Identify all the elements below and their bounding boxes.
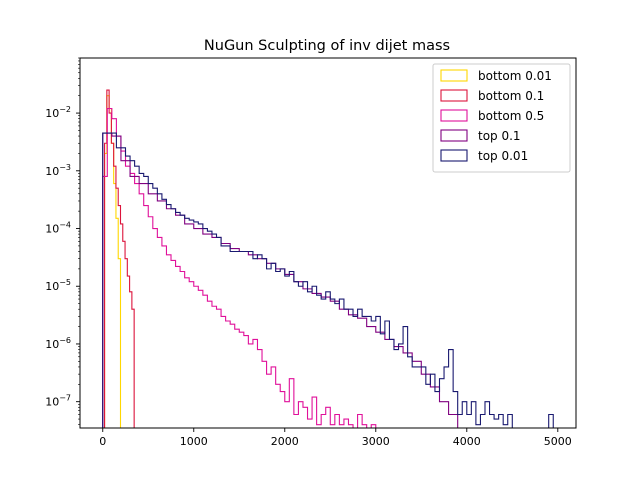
y-tick-base: 10 [45,396,59,409]
axes-layer: 0 1000 2000 3000 4000 500010−710−610−510−410−… [45,57,577,448]
series-line-bottom-0-5 [102,107,377,428]
x-tick-label: 4000 [453,435,481,448]
y-tick-exponent: −5 [59,278,71,287]
x-tick-label: 5000 [544,435,572,448]
y-tick-exponent: −3 [59,163,71,172]
x-tick-label: 2000 [271,435,299,448]
y-tick-exponent: −4 [59,221,71,230]
y-tick-exponent: −2 [59,105,71,114]
legend-swatch [440,109,468,122]
y-tick-label: 10−6 [45,336,71,351]
plot-frame [79,57,577,429]
legend-swatch [440,69,468,82]
y-tick-label: 10−7 [45,394,71,409]
y-tick-base: 10 [45,223,59,236]
y-tick-base: 10 [45,338,59,351]
y-tick-base: 10 [45,107,59,120]
x-tick-label: 3000 [362,435,390,448]
y-tick-label: 10−2 [45,105,71,120]
legend-label: top 0.01 [478,149,528,163]
legend-swatch [440,129,468,142]
legend-label: bottom 0.1 [478,89,544,103]
legend-label: bottom 0.01 [478,69,552,83]
x-tick-label: 0 [99,435,106,448]
series-layer [102,89,554,428]
legend-swatch [440,149,468,162]
series-line-bottom-0-1 [104,89,135,428]
y-tick-exponent: −7 [59,394,71,403]
y-tick-base: 10 [45,165,59,178]
y-tick-label: 10−4 [45,221,71,236]
series-line-top-0-01 [102,132,554,428]
legend: bottom 0.01 bottom 0.1 bottom 0.5 top 0.1 to… [432,63,571,173]
legend-label: top 0.1 [478,129,521,143]
x-tick-label: 1000 [180,435,208,448]
legend-label: bottom 0.5 [478,109,544,123]
y-tick-base: 10 [45,280,59,293]
y-tick-label: 10−3 [45,163,71,178]
chart-title: NuGun Sculpting of inv dijet mass [204,38,450,54]
legend-swatch [440,89,468,102]
y-tick-exponent: −6 [59,336,71,345]
y-tick-label: 10−5 [45,278,71,293]
